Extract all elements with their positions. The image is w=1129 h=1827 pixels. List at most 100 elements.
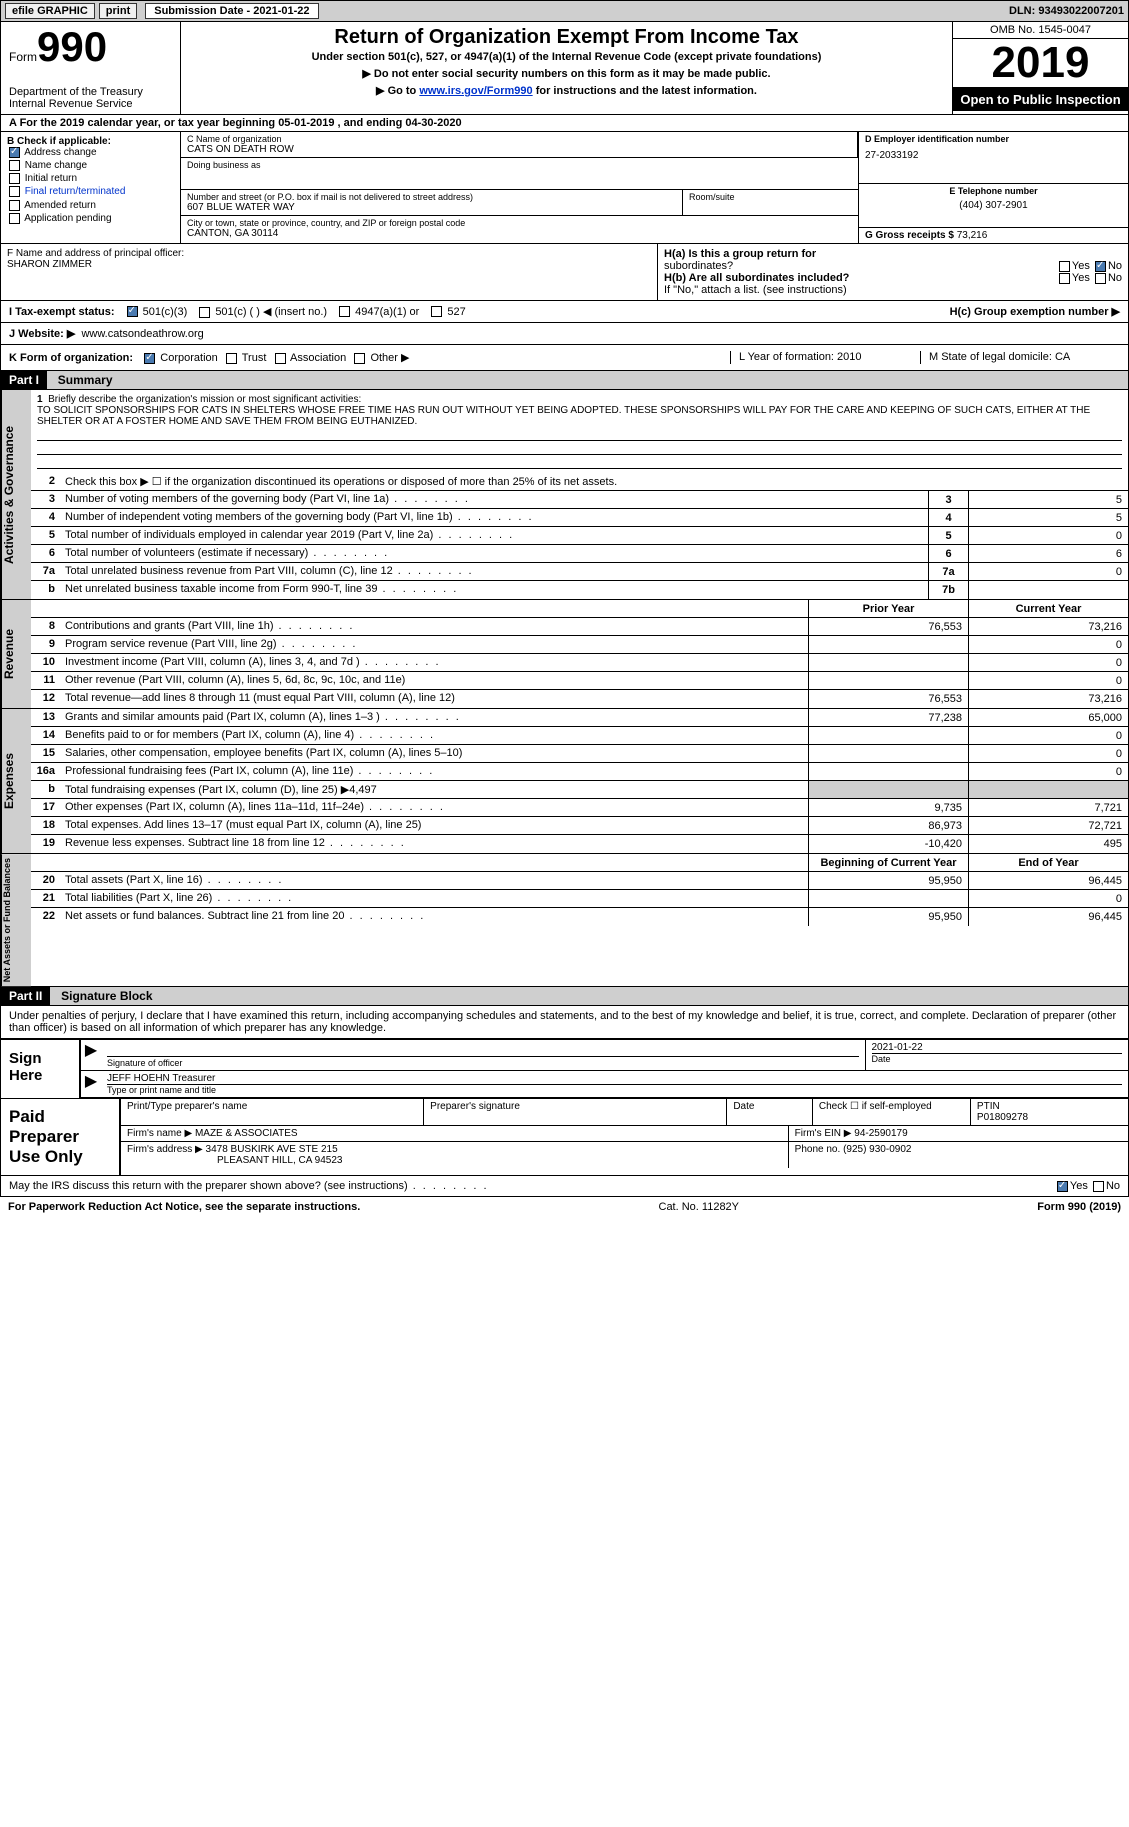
line-7a: Total unrelated business revenue from Pa… <box>61 563 928 580</box>
row-j-website: J Website: ▶ www.catsondeathrow.org <box>0 323 1129 345</box>
part1-header: Part I Summary <box>0 371 1129 390</box>
line-20: Total assets (Part X, line 16) <box>61 872 808 889</box>
omb-number: OMB No. 1545-0047 <box>953 22 1128 39</box>
cb-501c3[interactable]: 501(c)(3) <box>125 306 188 318</box>
line-17: Other expenses (Part IX, column (A), lin… <box>61 799 808 816</box>
firm-name: MAZE & ASSOCIATES <box>195 1128 298 1139</box>
line-15: Salaries, other compensation, employee b… <box>61 745 808 762</box>
cb-501c[interactable]: 501(c) ( ) ◀ (insert no.) <box>197 305 327 318</box>
mission-q: Briefly describe the organization's miss… <box>48 394 361 405</box>
officer-label: F Name and address of principal officer: <box>7 248 651 259</box>
cb-name[interactable]: Name change <box>7 160 174 171</box>
line-8: Contributions and grants (Part VIII, lin… <box>61 618 808 635</box>
firm-addr1: 3478 BUSKIRK AVE STE 215 <box>206 1144 338 1155</box>
firm-ein: 94-2590179 <box>854 1128 907 1139</box>
cb-assoc[interactable]: Association <box>273 352 347 364</box>
phone: (404) 307-2901 <box>865 200 1122 211</box>
mission-text: TO SOLICIT SPONSORSHIPS FOR CATS IN SHEL… <box>37 405 1090 427</box>
hdr-curr: Current Year <box>968 600 1128 617</box>
penalty-statement: Under penalties of perjury, I declare th… <box>1 1006 1128 1040</box>
val-7a: 0 <box>968 563 1128 580</box>
cb-final[interactable]: Final return/terminated <box>7 186 174 197</box>
top-bar: efile GRAPHIC print Submission Date - 20… <box>0 0 1129 22</box>
year-formation: L Year of formation: 2010 <box>730 351 920 364</box>
org-name: CATS ON DEATH ROW <box>187 144 851 155</box>
form-number: 990 <box>37 23 107 70</box>
line-11: Other revenue (Part VIII, column (A), li… <box>61 672 808 689</box>
val-3: 5 <box>968 491 1128 508</box>
street: 607 BLUE WATER WAY <box>187 202 676 213</box>
state-domicile: M State of legal domicile: CA <box>920 351 1120 364</box>
irs-link[interactable]: www.irs.gov/Form990 <box>419 85 532 97</box>
net-assets-section: Net Assets or Fund Balances Beginning of… <box>0 854 1129 987</box>
cb-trust[interactable]: Trust <box>224 352 267 364</box>
dept-irs: Internal Revenue Service <box>9 98 172 110</box>
line-19: Revenue less expenses. Subtract line 18 … <box>61 835 808 853</box>
line-7b: Net unrelated business taxable income fr… <box>61 581 928 599</box>
form-footer: Form 990 (2019) <box>1037 1201 1121 1213</box>
org-name-label: C Name of organization <box>187 134 851 144</box>
block-b-to-g: B Check if applicable: Address change Na… <box>0 132 1129 244</box>
cb-4947[interactable]: 4947(a)(1) or <box>337 306 419 318</box>
hdr-prior: Prior Year <box>808 600 968 617</box>
cb-527[interactable]: 527 <box>429 306 465 318</box>
line-16a: Professional fundraising fees (Part IX, … <box>61 763 808 780</box>
submission-date: Submission Date - 2021-01-22 <box>145 3 318 19</box>
val-5: 0 <box>968 527 1128 544</box>
ha-label: H(a) Is this a group return for <box>664 248 816 260</box>
preparer-date-hdr: Date <box>727 1099 813 1125</box>
dba-label: Doing business as <box>187 160 852 170</box>
sign-here: Sign Here <box>1 1040 81 1098</box>
cat-no: Cat. No. 11282Y <box>659 1201 740 1213</box>
hb-label: H(b) Are all subordinates included? <box>664 272 849 284</box>
line-13: Grants and similar amounts paid (Part IX… <box>61 709 808 726</box>
cb-initial[interactable]: Initial return <box>7 173 174 184</box>
discuss-row: May the IRS discuss this return with the… <box>0 1176 1129 1197</box>
val-6: 6 <box>968 545 1128 562</box>
efile-label: efile GRAPHIC <box>5 3 95 19</box>
form-word: Form <box>9 50 37 64</box>
print-button[interactable]: print <box>99 3 137 19</box>
sig-date-label: Date <box>872 1053 1123 1064</box>
line-6: Total number of volunteers (estimate if … <box>61 545 928 562</box>
line-2: Check this box ▶ ☐ if the organization d… <box>61 473 1128 490</box>
col-b-checkboxes: B Check if applicable: Address change Na… <box>1 132 181 243</box>
preparer-name-hdr: Print/Type preparer's name <box>121 1099 424 1125</box>
cb-other[interactable]: Other ▶ <box>352 352 409 364</box>
part2-header: Part II Signature Block <box>0 987 1129 1006</box>
revenue-section: Revenue Prior YearCurrent Year 8Contribu… <box>0 600 1129 709</box>
cb-address[interactable]: Address change <box>7 147 174 158</box>
hc-label: H(c) Group exemption number ▶ <box>950 305 1120 318</box>
cb-application[interactable]: Application pending <box>7 213 174 224</box>
ha-yesno[interactable]: Yes No <box>1057 260 1122 272</box>
val-7b <box>968 581 1128 599</box>
bottom-row: For Paperwork Reduction Act Notice, see … <box>0 1197 1129 1217</box>
line-12: Total revenue—add lines 8 through 11 (mu… <box>61 690 808 708</box>
city: CANTON, GA 30114 <box>187 228 852 239</box>
paperwork-note: For Paperwork Reduction Act Notice, see … <box>8 1201 360 1213</box>
cb-amended[interactable]: Amended return <box>7 200 174 211</box>
row-a-period: A For the 2019 calendar year, or tax yea… <box>0 115 1129 132</box>
paid-title: Paid Preparer Use Only <box>1 1099 121 1175</box>
preparer-check[interactable]: Check ☐ if self-employed <box>813 1099 971 1125</box>
hb-note: If "No," attach a list. (see instruction… <box>664 284 1122 296</box>
line-22: Net assets or fund balances. Subtract li… <box>61 908 808 926</box>
expenses-section: Expenses 13Grants and similar amounts pa… <box>0 709 1129 854</box>
line-10: Investment income (Part VIII, column (A)… <box>61 654 808 671</box>
line-18: Total expenses. Add lines 13–17 (must eq… <box>61 817 808 834</box>
typed-label: Type or print name and title <box>107 1084 1122 1095</box>
ptin: P01809278 <box>977 1112 1028 1123</box>
side-net: Net Assets or Fund Balances <box>1 854 31 986</box>
hb-yesno[interactable]: Yes No <box>1057 272 1122 284</box>
line-16b: Total fundraising expenses (Part IX, col… <box>61 781 808 798</box>
room-label: Room/suite <box>689 192 852 202</box>
ein-label: D Employer identification number <box>865 134 1122 144</box>
cb-corp[interactable]: Corporation <box>142 352 218 364</box>
val-4: 5 <box>968 509 1128 526</box>
row-f-h: F Name and address of principal officer:… <box>0 244 1129 301</box>
sig-date-val: 2021-01-22 <box>872 1042 1123 1053</box>
discuss-yesno[interactable]: Yes No <box>1055 1180 1120 1192</box>
sig-officer-line: Signature of officer <box>107 1056 859 1068</box>
sig-arrow-icon-2: ▶ <box>81 1071 101 1097</box>
return-title: Return of Organization Exempt From Incom… <box>185 26 948 49</box>
